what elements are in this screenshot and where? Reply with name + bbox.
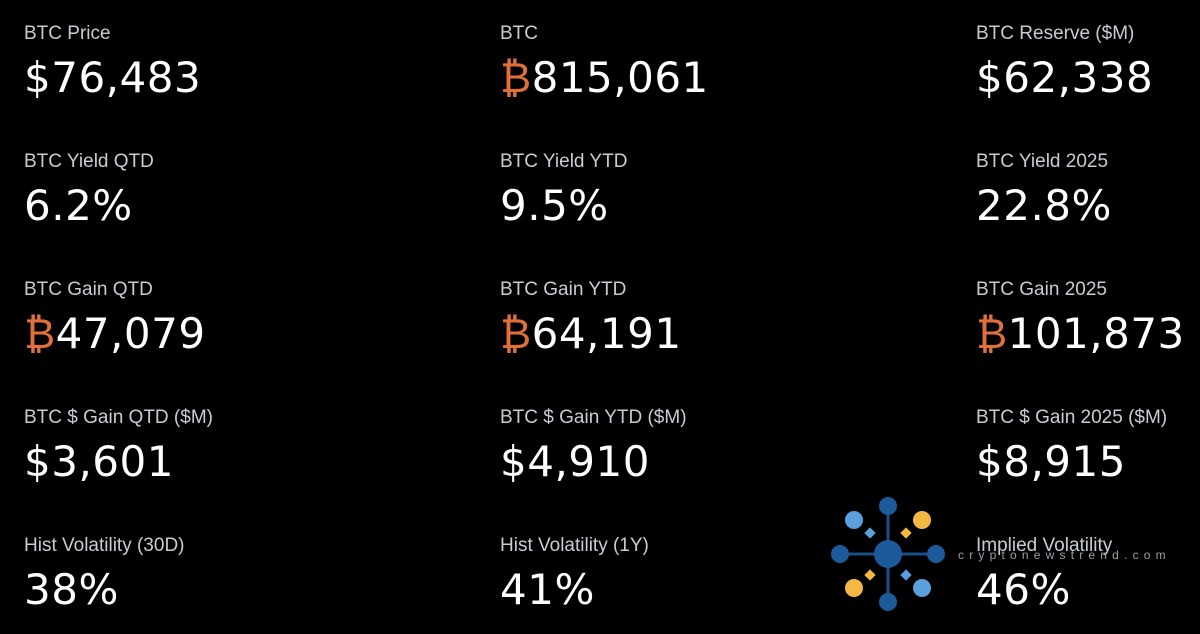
metric-value: ₿815,061 [500,53,920,103]
btc-symbol: ₿ [24,309,56,358]
metric-value: ₿64,191 [500,309,920,359]
metric-number: 9.5% [500,181,609,230]
metric-value: 38% [24,565,444,615]
watermark: cryptonewstrend.com [958,548,1171,562]
watermark-logo [831,497,945,611]
metric-value: 9.5% [500,181,920,231]
metric-label: BTC Gain YTD [500,279,627,300]
metric-number: $4,910 [500,437,650,486]
metric-card: BTC ₿815,061 [500,23,920,103]
metric-number: 38% [24,565,119,614]
metric-card: BTC Gain QTD ₿47,079 [24,279,444,359]
metric-value: 46% [976,565,1200,615]
metric-label: BTC Yield QTD [24,151,154,172]
metric-label: BTC $ Gain YTD ($M) [500,407,687,428]
metric-value: ₿101,873 [976,309,1200,359]
metric-card: Hist Volatility (1Y) 41% [500,535,920,615]
metric-label: BTC [500,23,538,44]
metric-label: Hist Volatility (30D) [24,535,185,556]
metric-label: Hist Volatility (1Y) [500,535,649,556]
metric-card: BTC $ Gain YTD ($M) $4,910 [500,407,920,487]
metric-card: BTC Yield 2025 22.8% [976,151,1200,231]
btc-symbol: ₿ [500,53,532,102]
metric-number: 6.2% [24,181,133,230]
metric-card: BTC Yield YTD 9.5% [500,151,920,231]
metric-card: BTC $ Gain 2025 ($M) $8,915 [976,407,1200,487]
metric-label: BTC Gain QTD [24,279,153,300]
metric-label: BTC Reserve ($M) [976,23,1135,44]
btc-symbol: ₿ [500,309,532,358]
metric-value: 6.2% [24,181,444,231]
metric-card: Hist Volatility (30D) 38% [24,535,444,615]
metric-number: $3,601 [24,437,174,486]
metric-number: 101,873 [1007,309,1185,358]
metric-value: 41% [500,565,920,615]
metric-value: $76,483 [24,53,444,103]
metric-label: BTC $ Gain 2025 ($M) [976,407,1168,428]
metric-card: BTC Price $76,483 [24,23,444,103]
metric-number: 22.8% [976,181,1112,230]
metric-number: $76,483 [24,53,202,102]
metric-label: BTC Yield 2025 [976,151,1109,172]
metric-card: BTC Gain YTD ₿64,191 [500,279,920,359]
metric-value: $4,910 [500,437,920,487]
metric-value: $62,338 [976,53,1200,103]
metric-number: 41% [500,565,595,614]
metric-number: $8,915 [976,437,1126,486]
metric-number: 47,079 [55,309,206,358]
metric-label: BTC Price [24,23,111,44]
metric-number: $62,338 [976,53,1154,102]
metric-label: BTC Gain 2025 [976,279,1107,300]
metric-value: 22.8% [976,181,1200,231]
metric-label: BTC $ Gain QTD ($M) [24,407,213,428]
metric-label: BTC Yield YTD [500,151,628,172]
metric-label: Implied Volatility [976,535,1113,556]
metric-value: $8,915 [976,437,1200,487]
metric-card: BTC Reserve ($M) $62,338 [976,23,1200,103]
metric-card: BTC Gain 2025 ₿101,873 [976,279,1200,359]
metric-number: 46% [976,565,1071,614]
metric-card: BTC Yield QTD 6.2% [24,151,444,231]
metric-card: BTC $ Gain QTD ($M) $3,601 [24,407,444,487]
metric-value: ₿47,079 [24,309,444,359]
btc-symbol: ₿ [976,309,1008,358]
metric-card: Implied Volatility 46% [976,535,1200,615]
metric-number: 64,191 [531,309,682,358]
metric-value: $3,601 [24,437,444,487]
metric-number: 815,061 [531,53,709,102]
